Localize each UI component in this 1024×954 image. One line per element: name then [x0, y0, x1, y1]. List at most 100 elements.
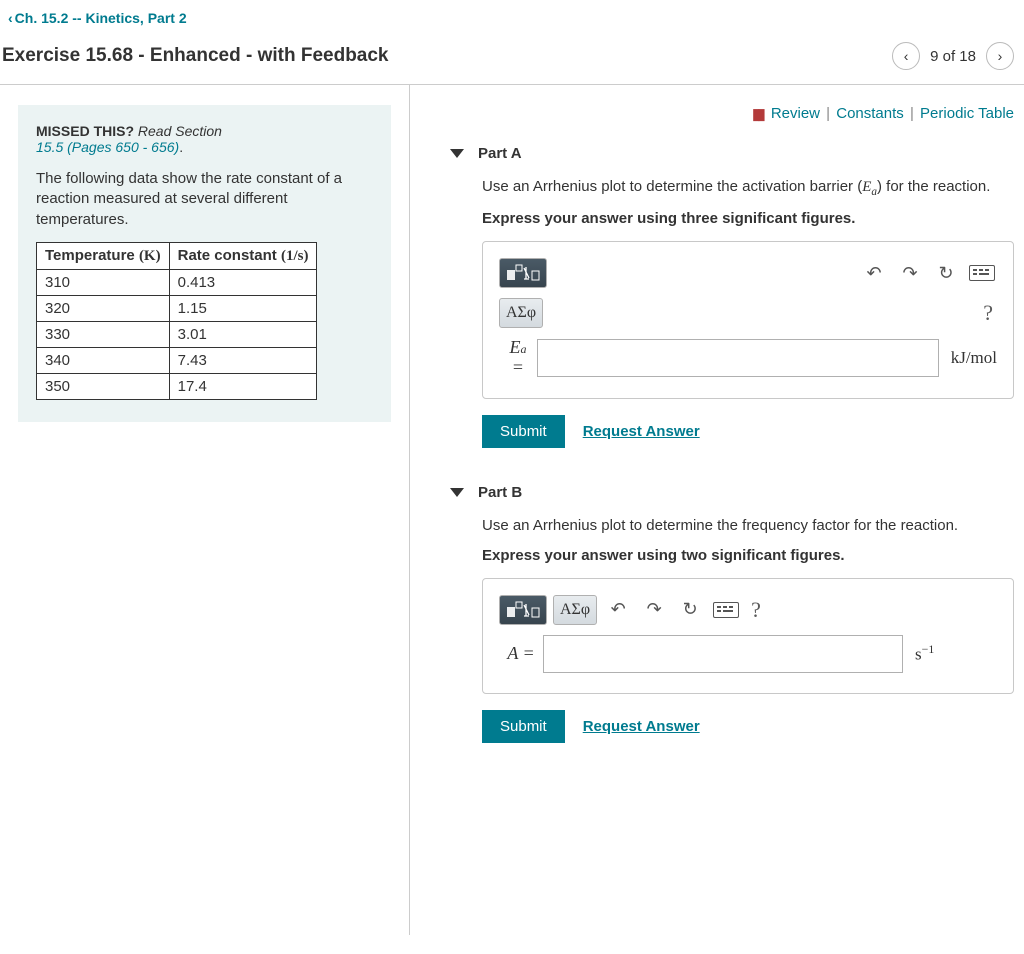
section-ref-link[interactable]: 15.5 (Pages 650 - 656) [36, 139, 179, 155]
cell-t: 350 [37, 373, 170, 399]
keyboard-button[interactable] [711, 597, 741, 623]
part-a-var-label: Ea = [499, 338, 537, 378]
col2-header-text: Rate constant [178, 247, 277, 264]
toolbar-row-2: ΑΣφ ? [499, 298, 997, 328]
table-row: 3201.15 [37, 295, 317, 321]
next-button[interactable]: › [986, 42, 1014, 70]
unit-base: s [915, 645, 922, 664]
periodic-table-link[interactable]: Periodic Table [920, 105, 1014, 122]
pager-text: 9 of 18 [930, 48, 976, 65]
part-a-unit: kJ/mol [939, 348, 997, 368]
part-b-request-answer-link[interactable]: Request Answer [583, 718, 700, 735]
col1-header-text: Temperature [45, 247, 135, 264]
toolbar-row: ΑΣφ ↶ ↷ ↻ ? [499, 595, 997, 625]
part-b-answer-input[interactable] [543, 635, 903, 673]
table-row: 3100.413 [37, 269, 317, 295]
redo-button[interactable]: ↷ [895, 260, 925, 286]
cell-k: 3.01 [169, 321, 317, 347]
table-row: 35017.4 [37, 373, 317, 399]
part-b-submit-row: Submit Request Answer [482, 710, 1014, 743]
part-a-request-answer-link[interactable]: Request Answer [583, 423, 700, 440]
cell-t: 320 [37, 295, 170, 321]
help-button[interactable]: ? [747, 597, 765, 623]
part-a-question: Use an Arrhenius plot to determine the a… [482, 176, 1014, 200]
data-table: Temperature (K) Rate constant (1/s) 3100… [36, 242, 317, 400]
read-section-text: Read Section [138, 123, 222, 139]
pager: ‹ 9 of 18 › [892, 42, 1014, 70]
reset-button[interactable]: ↻ [675, 597, 705, 623]
greek-button[interactable]: ΑΣφ [499, 298, 543, 328]
review-icon: ▮▮ [752, 105, 763, 123]
template-icon [506, 264, 540, 282]
greek-button[interactable]: ΑΣφ [553, 595, 597, 625]
keyboard-button[interactable] [967, 260, 997, 286]
part-b-equation-row: A = s−1 [499, 635, 997, 673]
left-column: MISSED THIS? Read Section 15.5 (Pages 65… [0, 85, 410, 935]
hint-box: MISSED THIS? Read Section 15.5 (Pages 65… [18, 105, 391, 422]
prev-button[interactable]: ‹ [892, 42, 920, 70]
col1-unit: (K) [139, 248, 161, 264]
breadcrumb-label: Ch. 15.2 -- Kinetics, Part 2 [15, 10, 187, 26]
cell-t: 310 [37, 269, 170, 295]
col2-header: Rate constant (1/s) [169, 242, 317, 269]
toolbar-row-1: ↶ ↷ ↻ [499, 258, 997, 288]
template-icon [506, 601, 540, 619]
part-b-submit-button[interactable]: Submit [482, 710, 565, 743]
eq-sign: = [513, 357, 523, 377]
resources-bar: ▮▮ Review | Constants | Periodic Table [450, 105, 1014, 123]
part-a-submit-row: Submit Request Answer [482, 415, 1014, 448]
part-a-submit-button[interactable]: Submit [482, 415, 565, 448]
q-post: ) for the reaction. [877, 178, 990, 195]
part-b-var-label: A = [499, 644, 543, 664]
review-link[interactable]: Review [771, 105, 820, 122]
sep: | [826, 105, 830, 122]
col2-unit: (1/s) [281, 248, 309, 264]
undo-button[interactable]: ↶ [859, 260, 889, 286]
part-b-instruction: Express your answer using two significan… [482, 547, 1014, 564]
part-b-body: Use an Arrhenius plot to determine the f… [482, 515, 1014, 743]
part-a-instruction: Express your answer using three signific… [482, 210, 1014, 227]
var-sym: E [510, 337, 521, 357]
cell-k: 1.15 [169, 295, 317, 321]
part-b-question: Use an Arrhenius plot to determine the f… [482, 515, 1014, 537]
collapse-icon [450, 488, 464, 497]
part-b-answer-panel: ΑΣφ ↶ ↷ ↻ ? A = s−1 [482, 578, 1014, 694]
help-button[interactable]: ? [979, 300, 997, 326]
cell-k: 7.43 [169, 347, 317, 373]
title-row: Exercise 15.68 - Enhanced - with Feedbac… [0, 34, 1024, 85]
part-b-unit: s−1 [903, 642, 934, 665]
part-a-equation-row: Ea = kJ/mol [499, 338, 997, 378]
q-sym: E [862, 179, 871, 195]
part-b-label: Part B [478, 484, 522, 501]
page-title: Exercise 15.68 - Enhanced - with Feedbac… [2, 45, 389, 67]
col1-header: Temperature (K) [37, 242, 170, 269]
part-a-label: Part A [478, 145, 522, 162]
table-row: 3303.01 [37, 321, 317, 347]
sep: | [910, 105, 914, 122]
missed-label: MISSED THIS? [36, 123, 134, 139]
part-a-body: Use an Arrhenius plot to determine the a… [482, 176, 1014, 448]
redo-button[interactable]: ↷ [639, 597, 669, 623]
var-label: A = [507, 643, 534, 663]
keyboard-icon [969, 265, 995, 281]
collapse-icon [450, 149, 464, 158]
part-a-header[interactable]: Part A [450, 145, 1014, 162]
var-sub: a [521, 342, 527, 356]
cell-t: 340 [37, 347, 170, 373]
table-row: 3407.43 [37, 347, 317, 373]
undo-button[interactable]: ↶ [603, 597, 633, 623]
cell-k: 17.4 [169, 373, 317, 399]
cell-k: 0.413 [169, 269, 317, 295]
reset-button[interactable]: ↻ [931, 260, 961, 286]
part-a-answer-input[interactable] [537, 339, 939, 377]
constants-link[interactable]: Constants [836, 105, 904, 122]
part-a-answer-panel: ↶ ↷ ↻ ΑΣφ ? Ea = kJ/mol [482, 241, 1014, 399]
part-b-header[interactable]: Part B [450, 484, 1014, 501]
template-button[interactable] [499, 258, 547, 288]
template-button[interactable] [499, 595, 547, 625]
hint-description: The following data show the rate constan… [36, 169, 373, 230]
chevron-left-icon: ‹ [8, 10, 13, 26]
breadcrumb-back[interactable]: ‹Ch. 15.2 -- Kinetics, Part 2 [0, 0, 1024, 34]
cell-t: 330 [37, 321, 170, 347]
q-pre: Use an Arrhenius plot to determine the a… [482, 178, 862, 195]
